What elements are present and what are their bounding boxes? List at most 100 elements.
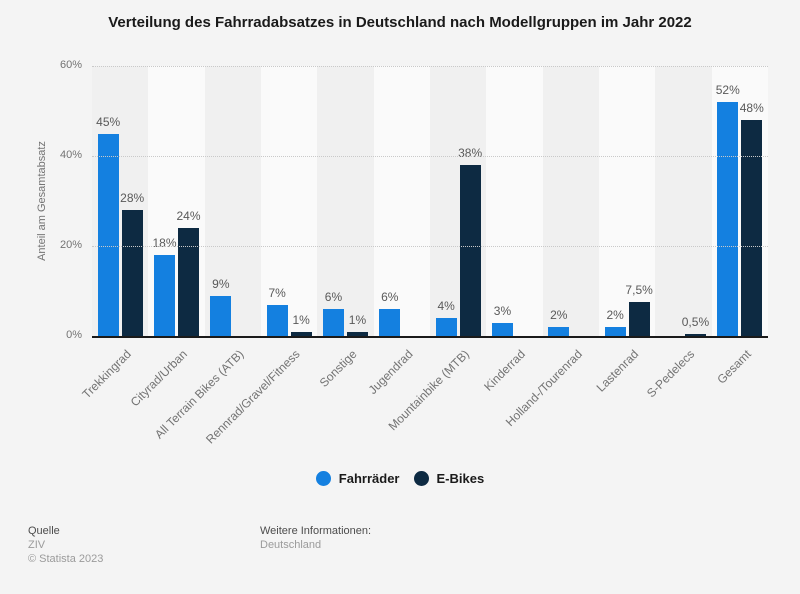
bar-group: 2% 7,5% xyxy=(604,66,653,336)
bar-slot-e-bikes xyxy=(516,66,537,336)
legend-item-fahrrader[interactable]: Fahrräder xyxy=(315,471,400,486)
bar-slot-fahrrader: 18% xyxy=(152,66,177,336)
copyright: © Statista 2023 xyxy=(28,553,104,565)
bar-slot-fahrrader: 45% xyxy=(96,66,121,336)
bar-fahrrader-kinderrad xyxy=(491,322,513,336)
category-column-all-terrain-bikes-atb-: 9% xyxy=(204,66,261,336)
bar-fahrrader-gesamt xyxy=(717,102,739,336)
bar-slot-fahrrader: 3% xyxy=(491,66,513,336)
value-label: 7,5% xyxy=(625,283,653,298)
value-label: 1% xyxy=(292,312,310,327)
x-category-label-trekkingrad: Trekkingrad xyxy=(79,347,135,402)
source-value: ZIV xyxy=(28,539,46,551)
bar-e-bikes-s-pedelecs xyxy=(684,333,706,336)
bar-slot-e-bikes: 48% xyxy=(739,66,764,336)
bar-e-bikes-sonstige xyxy=(346,331,368,336)
bar-slot-fahrrader: 6% xyxy=(379,66,401,336)
value-label: 38% xyxy=(458,146,483,160)
value-label: 2% xyxy=(606,308,624,322)
bar-slot-e-bikes: 1% xyxy=(290,66,312,336)
category-column-mountainbike-mtb-: 4% 38% xyxy=(429,66,487,336)
value-label: 0,5% xyxy=(681,314,710,329)
category-column-lastenrad: 2% 7,5% xyxy=(598,66,656,336)
value-label: 3% xyxy=(493,303,512,318)
source-label: Quelle xyxy=(28,525,60,537)
bar-fahrrader-mountainbike-mtb- xyxy=(435,318,457,336)
value-label: 7% xyxy=(268,285,286,300)
category-column-jugendrad: 6% xyxy=(373,66,430,336)
bar-group: 6% 1% xyxy=(322,66,368,336)
bar-slot-e-bikes xyxy=(234,66,255,336)
bar-slot-fahrrader: 2% xyxy=(604,66,626,336)
bar-slot-fahrrader: 9% xyxy=(210,66,232,336)
y-tick-label: 60% xyxy=(59,59,82,71)
bar-slot-fahrrader: 6% xyxy=(322,66,344,336)
chart-title: Verteilung des Fahrradabsatzes in Deutsc… xyxy=(108,14,692,31)
category-column-trekkingrad: 45% 28% xyxy=(92,66,149,336)
bar-group: 0,5% xyxy=(661,66,710,336)
category-columns: 45% 28% 18% 24% 9% 7% 1% 6% 1% 6% 4% 38% 3% 2% 2% 7,5% 0… xyxy=(92,66,768,336)
bar-e-bikes-gesamt xyxy=(741,120,763,336)
bar-fahrrader-trekkingrad xyxy=(97,133,119,336)
bar-fahrrader-cityrad-urban xyxy=(153,255,175,336)
bar-e-bikes-cityrad-urban xyxy=(177,228,199,336)
bar-group: 52% 48% xyxy=(716,66,764,336)
value-label: 1% xyxy=(348,312,367,327)
category-column-cityrad-urban: 18% 24% xyxy=(148,66,205,336)
x-category-label-sonstige: Sonstige xyxy=(316,347,360,390)
bar-slot-fahrrader xyxy=(661,66,682,336)
bar-group: 3% xyxy=(491,66,537,336)
plot-area: 45% 28% 18% 24% 9% 7% 1% 6% 1% 6% 4% 38% 3% 2% 2% 7,5% 0… xyxy=(92,66,768,338)
value-label: 24% xyxy=(176,209,201,223)
y-tick-label: 20% xyxy=(59,239,82,251)
value-label: 4% xyxy=(437,299,455,313)
bar-slot-fahrrader: 7% xyxy=(266,66,288,336)
x-category-label-gesamt: Gesamt xyxy=(714,347,754,387)
bar-group: 45% 28% xyxy=(96,66,145,336)
value-label: 2% xyxy=(550,308,568,322)
bar-slot-fahrrader: 2% xyxy=(548,66,570,336)
bar-e-bikes-mountainbike-mtb- xyxy=(459,165,481,336)
value-label: 48% xyxy=(739,101,764,115)
value-label: 18% xyxy=(152,236,177,250)
bar-fahrrader-jugendrad xyxy=(379,309,401,336)
legend: Fahrräder E-Bikes xyxy=(0,471,800,486)
info-block: Weitere Informationen: Deutschland xyxy=(260,524,371,552)
source-block: Quelle ZIV © Statista 2023 xyxy=(28,524,103,566)
bar-group: 6% xyxy=(379,66,424,336)
x-category-label-s-pedelecs: S-Pedelecs xyxy=(644,347,698,401)
bar-slot-e-bikes: 38% xyxy=(458,66,483,336)
legend-dot-icon xyxy=(413,471,429,486)
bar-group: 18% 24% xyxy=(152,66,201,336)
bar-slot-e-bikes: 28% xyxy=(120,66,145,336)
category-column-sonstige: 6% 1% xyxy=(317,66,374,336)
legend-item-e-bikes[interactable]: E-Bikes xyxy=(413,471,485,486)
x-category-label-lastenrad: Lastenrad xyxy=(593,347,642,395)
gridline-40 xyxy=(92,156,768,157)
x-category-label-kinderrad: Kinderrad xyxy=(481,347,529,394)
bar-group: 2% xyxy=(548,66,593,336)
x-category-label-rennrad-gravel-fitness: Rennrad/Gravel/Fitness xyxy=(203,347,304,447)
bar-slot-e-bikes: 24% xyxy=(176,66,201,336)
info-label: Weitere Informationen: xyxy=(260,525,372,537)
y-tick-label: 0% xyxy=(66,329,82,341)
value-label: 6% xyxy=(381,290,399,304)
bar-group: 7% 1% xyxy=(266,66,312,336)
y-tick-label: 40% xyxy=(59,149,82,161)
category-column-rennrad-gravel-fitness: 7% 1% xyxy=(260,66,318,336)
legend-label: E-Bikes xyxy=(436,471,485,486)
bar-fahrrader-all-terrain-bikes-atb- xyxy=(210,295,232,336)
bar-slot-e-bikes: 1% xyxy=(346,66,368,336)
bar-group: 4% 38% xyxy=(435,66,483,336)
category-column-holland-tourenrad: 2% xyxy=(542,66,599,336)
bar-slot-fahrrader: 52% xyxy=(716,66,740,336)
bar-slot-e-bikes: 0,5% xyxy=(681,66,710,336)
bar-slot-e-bikes: 7,5% xyxy=(625,66,653,336)
bar-e-bikes-rennrad-gravel-fitness xyxy=(290,331,312,336)
value-label: 45% xyxy=(96,114,121,129)
bar-slot-e-bikes xyxy=(572,66,593,336)
category-column-gesamt: 52% 48% xyxy=(711,66,768,336)
value-label: 28% xyxy=(120,191,145,205)
bar-e-bikes-lastenrad xyxy=(628,302,650,336)
bar-fahrrader-lastenrad xyxy=(604,327,626,336)
